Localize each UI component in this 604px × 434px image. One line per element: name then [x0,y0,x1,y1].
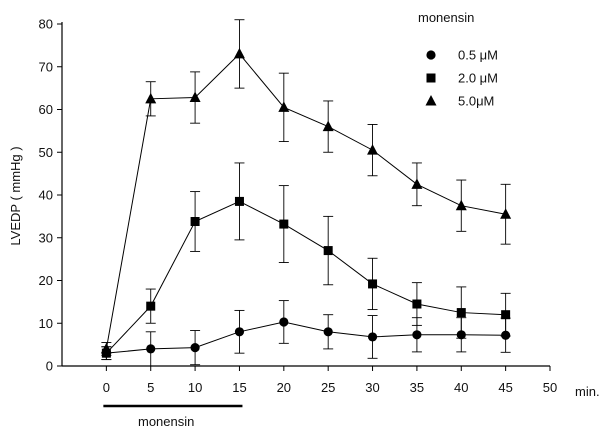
data-point [100,342,112,354]
y-tick-label: 50 [39,145,53,160]
data-point [368,279,378,289]
series-line [105,53,506,349]
y-tick-label: 30 [39,230,53,245]
x-tick-label: 5 [147,380,154,395]
x-tick-label: 15 [232,380,246,395]
y-tick-label: 80 [39,17,53,32]
data-point [233,47,245,59]
treatment-indicator: monensin [103,404,243,429]
x-tick-label: 0 [103,380,110,395]
data-point [146,344,156,354]
y-tick-label: 10 [39,316,53,331]
data-point [322,120,334,132]
data-point [279,317,289,327]
data-point [234,327,245,337]
data-point [411,178,423,189]
axes-layer: 0 10 20 30 40 50 60 70 80 0 5 10 15 20 25 30 35 40 45 50 [39,17,558,396]
data-point [455,199,467,211]
legend: monensin 0.5 μM 2.0 μM 5.0μM [418,10,498,109]
data-point [367,332,378,342]
data-point [189,91,201,103]
y-tick-label: 70 [39,59,53,74]
data-point [367,144,379,155]
series-3 [100,19,512,356]
legend-title: monensin [418,10,474,25]
series-layer [100,19,512,367]
data-point [456,308,466,318]
treatment-label: monensin [138,414,194,429]
data-point [279,219,289,229]
data-point [146,301,156,311]
series-2 [101,162,511,361]
legend-marker [426,73,436,83]
y-axis-title: LVEDP ( mmHg ) [8,146,23,245]
data-point [190,343,200,353]
data-point [234,196,244,206]
x-tick-label: 30 [365,380,379,395]
series-line [106,321,506,354]
series-line [105,200,506,354]
data-point [500,208,512,219]
data-point [323,246,333,256]
legend-marker [425,95,437,106]
x-tick-label: 40 [454,380,468,395]
y-tick-label: 20 [39,273,53,288]
legend-label: 2.0 μM [458,71,498,86]
x-tick-label: 50 [543,380,557,395]
data-point [190,217,200,227]
data-point [323,327,333,337]
data-point [145,92,157,104]
x-tick-label: 10 [188,380,202,395]
legend-label: 0.5 μM [458,48,498,63]
data-point [412,330,422,340]
y-tick-label: 0 [46,359,53,374]
x-tick-label: 20 [277,380,291,395]
y-tick-label: 60 [39,102,53,117]
x-tick-label: 45 [498,380,512,395]
data-point [278,101,290,112]
x-axis-unit-label: min. [575,384,600,399]
x-tick-label: 25 [321,380,335,395]
data-point [501,310,511,320]
legend-marker [426,50,436,60]
x-tick-label: 35 [410,380,424,395]
data-point [412,299,422,309]
legend-label: 5.0μM [458,94,494,109]
y-tick-label: 40 [39,188,53,203]
